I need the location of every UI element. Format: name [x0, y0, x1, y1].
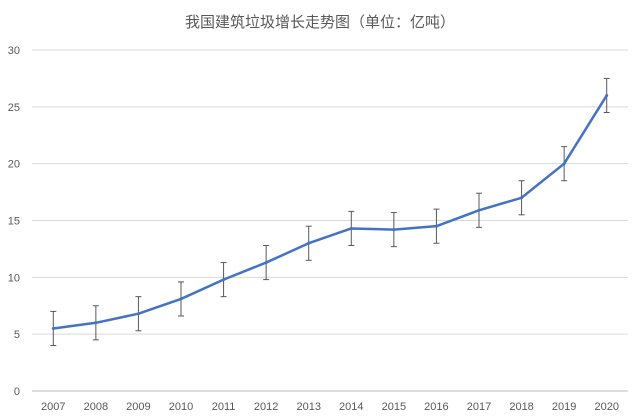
- x-tick-label: 2018: [509, 401, 533, 413]
- y-tick-label: 15: [8, 216, 20, 228]
- y-tick-label: 5: [14, 329, 20, 341]
- x-axis-ticks: 2007 2008 2009 2010 2011 2012 2013 2014 2015 2016…: [41, 401, 619, 413]
- error-bars: [50, 77, 610, 347]
- y-axis-ticks: 0 5 10 15 20 25 30: [8, 45, 20, 398]
- data-point: [136, 312, 140, 316]
- x-tick-label: 2014: [339, 401, 363, 413]
- data-point: [392, 228, 396, 232]
- y-tick-label: 20: [8, 159, 20, 171]
- data-point: [477, 208, 481, 212]
- x-tick-label: 2019: [552, 401, 576, 413]
- x-tick-label: 2009: [126, 401, 150, 413]
- series-line: [53, 94, 608, 330]
- gridlines: [32, 49, 628, 392]
- x-tick-label: 2008: [84, 401, 108, 413]
- data-point: [605, 93, 609, 97]
- x-tick-label: 2012: [254, 401, 278, 413]
- y-tick-label: 30: [8, 45, 20, 57]
- x-tick-label: 2011: [212, 401, 236, 413]
- data-point: [222, 278, 226, 282]
- data-point: [179, 297, 183, 301]
- series: [51, 93, 609, 330]
- data-point: [349, 226, 353, 230]
- data-point: [520, 196, 524, 200]
- data-point: [434, 224, 438, 228]
- chart-title: 我国建筑垃圾增长走势图（单位：亿吨）: [185, 13, 455, 31]
- y-tick-label: 0: [14, 386, 20, 398]
- data-point: [562, 162, 566, 166]
- x-tick-label: 2016: [424, 401, 448, 413]
- x-tick-label: 2020: [594, 401, 618, 413]
- x-tick-label: 2007: [41, 401, 65, 413]
- x-tick-label: 2013: [296, 401, 320, 413]
- x-tick-label: 2015: [382, 401, 406, 413]
- data-point: [264, 261, 268, 265]
- data-point: [94, 321, 98, 325]
- x-tick-label: 2010: [169, 401, 193, 413]
- y-tick-label: 25: [8, 102, 20, 114]
- data-point: [51, 326, 55, 330]
- data-point: [307, 241, 311, 245]
- x-tick-label: 2017: [467, 401, 491, 413]
- y-tick-label: 10: [8, 272, 20, 284]
